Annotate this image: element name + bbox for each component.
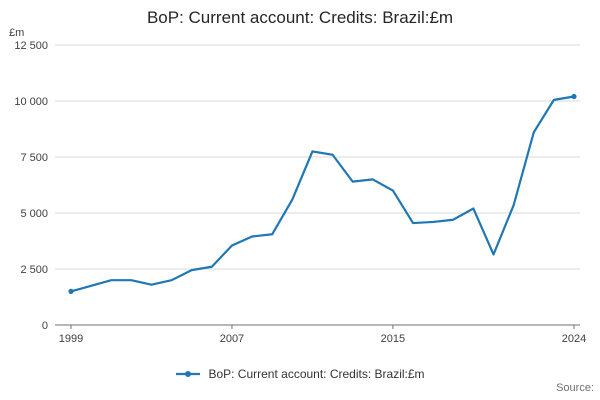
y-tick-label: 5 000 [20, 208, 48, 220]
series-line [69, 95, 576, 293]
y-axis-unit-label: £m [9, 27, 25, 39]
x-tick-label: 2024 [562, 333, 586, 345]
series-endpoint-marker [571, 93, 577, 100]
series-endpoint-marker [68, 288, 74, 294]
legend-item[interactable]: BoP: Current account: Credits: Brazil:£m [175, 367, 425, 381]
legend-series-label: BoP: Current account: Credits: Brazil:£m [208, 367, 425, 381]
y-tick-label: 0 [42, 320, 48, 332]
source-label: Source: [556, 382, 594, 394]
y-tick-label: 2 500 [20, 264, 48, 276]
chart-title: BoP: Current account: Credits: Brazil:£m [146, 8, 454, 27]
x-tick-label: 1999 [59, 333, 83, 345]
y-tick-label: 12 500 [14, 40, 48, 52]
legend: BoP: Current account: Credits: Brazil:£m [0, 364, 600, 384]
legend-line-marker-icon [176, 371, 201, 377]
y-tick-label: 7 500 [20, 152, 48, 164]
x-tick-label: 2007 [220, 333, 244, 345]
x-tick-label: 2015 [381, 333, 405, 345]
y-tick-label: 10 000 [14, 96, 48, 108]
